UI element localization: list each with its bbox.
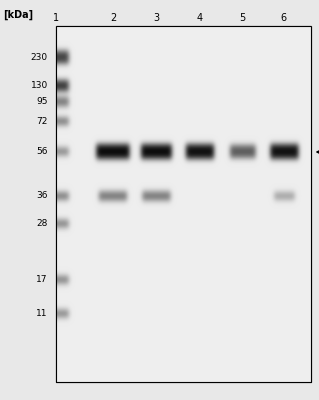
Text: [kDa]: [kDa] xyxy=(3,10,33,20)
Text: 56: 56 xyxy=(36,148,48,156)
Text: 6: 6 xyxy=(281,13,287,23)
Text: 5: 5 xyxy=(239,13,246,23)
Text: 3: 3 xyxy=(153,13,160,23)
Text: 11: 11 xyxy=(36,310,48,318)
Text: 36: 36 xyxy=(36,192,48,200)
Text: 2: 2 xyxy=(110,13,116,23)
Text: 28: 28 xyxy=(36,220,48,228)
Text: 4: 4 xyxy=(196,13,203,23)
FancyBboxPatch shape xyxy=(56,26,311,382)
Text: 230: 230 xyxy=(31,54,48,62)
Text: 72: 72 xyxy=(36,118,48,126)
Text: 95: 95 xyxy=(36,98,48,106)
Text: 17: 17 xyxy=(36,276,48,284)
Text: 130: 130 xyxy=(31,82,48,90)
Text: 1: 1 xyxy=(53,13,59,23)
